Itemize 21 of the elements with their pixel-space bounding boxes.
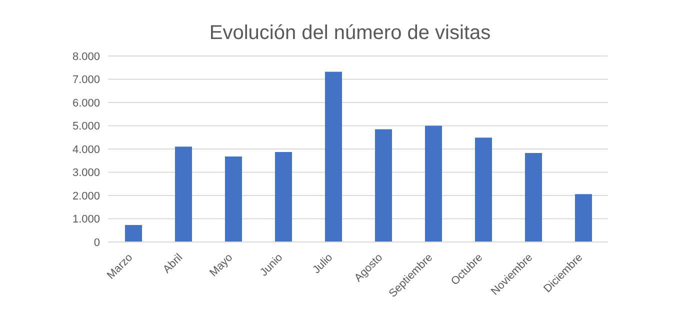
y-tick-label: 6.000: [72, 97, 100, 110]
y-tick-label: 7.000: [72, 74, 100, 86]
y-tick-label: 4.000: [72, 144, 100, 156]
bar: [475, 138, 492, 242]
y-tick-label: 5.000: [72, 120, 100, 133]
chart-title: Evolución del número de visitas: [208, 21, 492, 46]
bar: [375, 129, 392, 242]
bar: [175, 146, 192, 242]
y-tick-label: 0: [94, 236, 100, 249]
x-tick-label: Julio: [310, 252, 336, 276]
y-tick-label: 8.000: [72, 50, 100, 63]
bar: [225, 156, 242, 242]
bar: [125, 225, 142, 242]
y-tick-label: 1.000: [72, 214, 100, 226]
bar: [275, 152, 292, 242]
y-tick-label: 3.000: [72, 167, 100, 180]
bar: [325, 72, 342, 242]
bar: [425, 126, 442, 242]
bar: [575, 194, 592, 242]
y-tick-label: 2.000: [72, 190, 100, 202]
bar: [525, 152, 542, 242]
